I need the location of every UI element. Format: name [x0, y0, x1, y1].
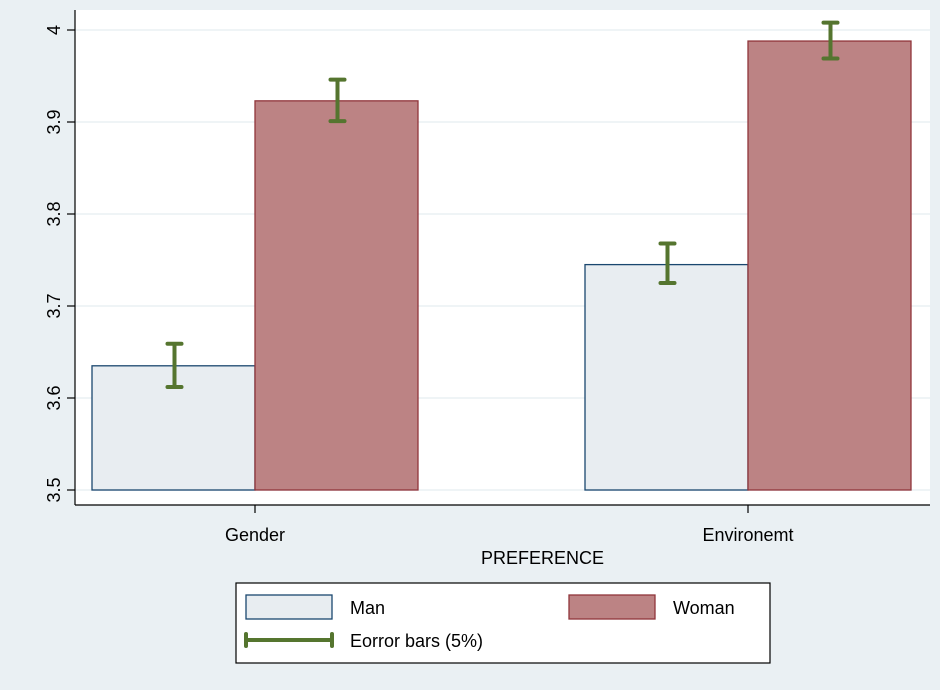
bar-man-environemt	[584, 263, 749, 491]
legend-swatch-woman	[568, 594, 656, 620]
y-tick-label: 3.5	[44, 477, 64, 502]
axes: 3.5 3.6 3.7 3.8 3.9 4 Gender Environemt	[44, 10, 930, 545]
y-tick-label: 3.7	[44, 293, 64, 318]
y-tick-label: 3.9	[44, 109, 64, 134]
legend-swatch-man	[245, 594, 333, 620]
bar-woman-environemt	[747, 40, 912, 491]
y-tick-label: 3.8	[44, 201, 64, 226]
x-tick-label: Gender	[225, 525, 285, 545]
y-tick-label: 3.6	[44, 385, 64, 410]
legend: Man Woman Eorror bars (5%)	[235, 582, 771, 664]
bar-woman-gender	[254, 100, 419, 491]
x-tick-label: Environemt	[702, 525, 793, 545]
error-bar	[165, 341, 184, 389]
y-tick-label: 4	[44, 25, 64, 35]
legend-label-man: Man	[350, 598, 385, 618]
legend-label-error-bars: Eorror bars (5%)	[350, 631, 483, 651]
x-axis-title: PREFERENCE	[481, 548, 604, 568]
legend-label-woman: Woman	[673, 598, 735, 618]
error-bar	[658, 241, 677, 285]
legend-error-bar-symbol	[244, 632, 334, 648]
error-bars	[165, 20, 840, 389]
error-bar	[328, 77, 347, 124]
error-bar	[821, 20, 840, 61]
